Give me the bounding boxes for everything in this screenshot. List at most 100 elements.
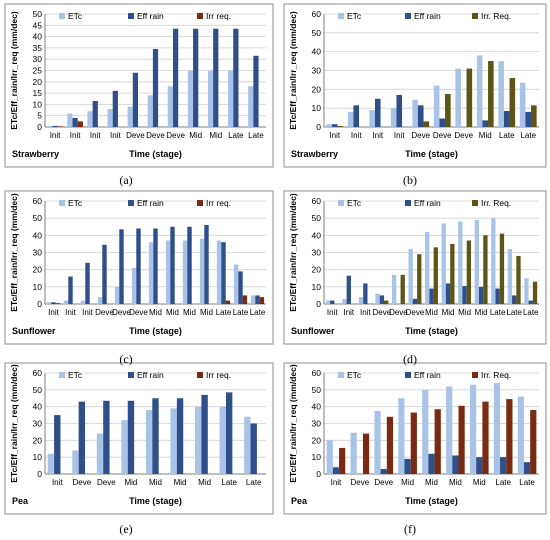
x-tick-label: Init (70, 131, 81, 140)
bar-etc (97, 297, 103, 304)
bar-etc (458, 221, 463, 304)
bar-etc (233, 264, 239, 304)
chart-frame (283, 3, 547, 168)
y-tick-label: 5 (37, 111, 42, 121)
y-tick-label: 30 (33, 419, 43, 429)
x-tick-label: Init (82, 308, 93, 317)
bar-eff-rain (68, 276, 73, 304)
x-tick-label: Mid (425, 308, 438, 317)
x-tick-label: Mid (475, 308, 488, 317)
x-tick-label: Init (110, 131, 121, 140)
y-tick-label: 10 (312, 282, 322, 292)
bar-irr-req (337, 126, 344, 127)
legend-swatch (338, 372, 344, 378)
bar-eff-rain (119, 229, 124, 304)
bar-etc (350, 432, 357, 474)
bar-eff-rain (404, 458, 411, 474)
bar-etc (199, 238, 205, 304)
bar-eff-rain (72, 117, 78, 127)
bar-irr-req (384, 300, 389, 304)
bar-etc (67, 113, 73, 127)
legend-swatch (405, 372, 411, 378)
panel-letter-b: (b) (403, 173, 417, 187)
bar-etc (425, 231, 430, 304)
bar-etc (422, 389, 429, 474)
bar-etc (390, 108, 397, 127)
x-tick-label: Late (246, 478, 262, 487)
y-axis-label: ETc/Eff_rain/Irr_req (mm/dec) (9, 193, 19, 312)
bar-irr-req (259, 297, 265, 304)
y-axis-label: ETc/Eff_rain/Irr_req (mm/dec) (288, 11, 298, 130)
y-tick-label: 60 (33, 368, 43, 378)
legend-swatch (197, 200, 203, 206)
y-tick-label: 45 (33, 20, 43, 30)
bar-etc (182, 240, 188, 304)
legend-label: Eff rain (137, 11, 164, 21)
bar-etc (96, 433, 104, 474)
x-tick-label: Init (394, 131, 405, 140)
x-tick-label: Mid (479, 131, 492, 140)
legend-swatch (128, 372, 134, 378)
x-axis-label: Time (stage) (405, 326, 458, 336)
bar-eff-rain (330, 300, 335, 304)
x-tick-label: Mid (149, 308, 162, 317)
bar-etc (165, 240, 171, 304)
bar-eff-rain (201, 394, 208, 474)
y-tick-label: 50 (33, 9, 43, 19)
bar-etc (46, 302, 52, 304)
legend-label: ETc (347, 11, 362, 21)
bar-eff-rain (225, 392, 233, 474)
bar-eff-rain (374, 98, 381, 127)
crop-label: Pea (291, 496, 308, 506)
bar-etc (244, 416, 251, 474)
x-axis-label: Time (stage) (129, 149, 182, 159)
bar-eff-rain (462, 285, 467, 304)
bar-etc (326, 440, 333, 474)
x-axis-label: Time (stage) (129, 326, 182, 336)
x-tick-label: Deve (112, 308, 131, 317)
bar-etc (187, 70, 194, 127)
bar-eff-rain (152, 49, 159, 127)
y-tick-label: 40 (312, 47, 322, 57)
y-axis-label: ETc/Eff_rain/Irr_req (mm/dec) (288, 364, 298, 483)
bar-eff-rain (332, 467, 340, 474)
x-tick-label: Init (372, 131, 383, 140)
x-tick-label: Mid (189, 131, 202, 140)
legend-label: Irr req. (206, 11, 231, 21)
legend-label: ETc (68, 11, 83, 21)
x-tick-label: Init (331, 478, 342, 487)
legend-swatch (472, 372, 478, 378)
bar-eff-rain (476, 457, 483, 474)
x-tick-label: Mid (149, 478, 162, 487)
bar-irr-req (77, 121, 83, 127)
bar-eff-rain (346, 275, 351, 304)
bar-etc (248, 86, 254, 127)
bar-eff-rain (78, 401, 86, 474)
bar-irr-req (410, 412, 417, 474)
x-tick-label: Deve (95, 308, 114, 317)
bar-irr-req (417, 254, 422, 304)
bar-irr-req (458, 405, 465, 474)
x-tick-label: Mid (174, 478, 187, 487)
bar-etc (195, 406, 202, 474)
bar-eff-rain (528, 300, 533, 304)
x-tick-label: Init (65, 308, 76, 317)
x-tick-label: Late (233, 308, 249, 317)
panel-letter-d: (d) (403, 352, 417, 366)
bar-etc (72, 450, 79, 474)
bar-eff-rain (380, 468, 387, 474)
chart-panel-5: 0 10 20 30 40 50 60 Init Deve Deve Mid Mid Mid Mid Lat… (4, 362, 274, 515)
bar-eff-rain (500, 457, 507, 474)
bar-irr-req (450, 243, 455, 304)
bar-etc (476, 55, 483, 127)
bar-eff-rain (439, 118, 446, 127)
y-tick-label: 20 (33, 77, 43, 87)
x-tick-label: Late (228, 131, 244, 140)
panel-letter-a: (a) (119, 173, 133, 187)
bar-etc (469, 384, 477, 474)
bar-etc (228, 70, 234, 127)
bar-eff-rain (482, 120, 489, 127)
y-tick-label: 50 (312, 213, 322, 223)
x-tick-label: Deve (97, 478, 116, 487)
bar-irr-req (434, 409, 441, 474)
